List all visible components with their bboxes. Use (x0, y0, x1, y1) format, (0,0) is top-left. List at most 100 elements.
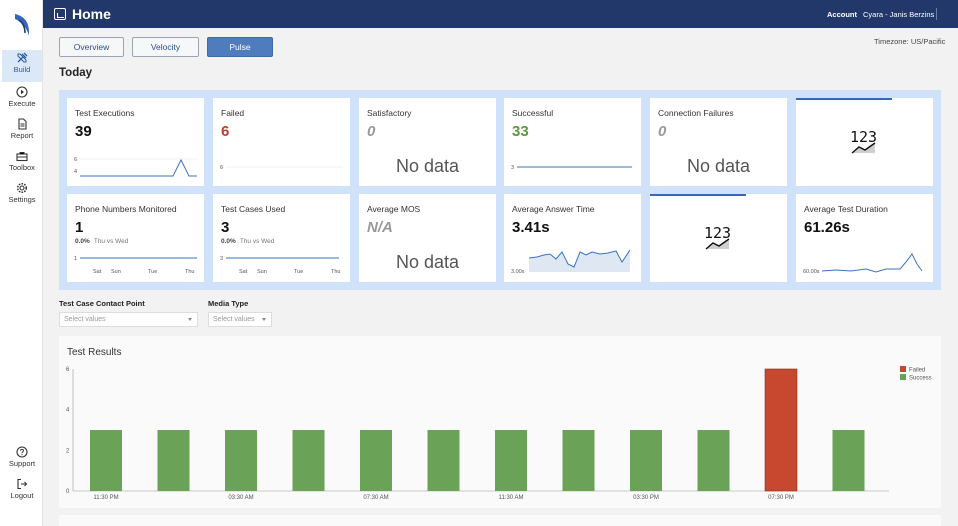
card-failed[interactable]: Failed 6 6 (213, 98, 350, 186)
tick-label: 6 (74, 157, 77, 163)
sidebar-item-execute[interactable]: Execute (2, 84, 42, 114)
x-tick-label: Tue (294, 269, 303, 275)
gear-icon (16, 182, 28, 194)
next-panel (59, 515, 941, 526)
x-tick-label: Thu (331, 269, 340, 275)
compare-label: Thu vs Wed (239, 238, 275, 245)
card-value: 0 (658, 123, 667, 140)
build-icon (17, 52, 28, 63)
card-test-executions[interactable]: Test Executions 39 6 4 (67, 98, 204, 186)
card-phone-numbers-monitored[interactable]: Phone Numbers Monitored 1 0.0% Thu vs Wed… (67, 194, 204, 282)
chevron-down-icon (188, 318, 192, 321)
tick-label: 4 (74, 169, 77, 175)
tick-label: 6 (220, 165, 223, 171)
sidebar-item-label: Toolbox (9, 163, 35, 172)
no-data-label: No data (395, 156, 460, 176)
no-data-label: No data (686, 156, 751, 176)
x-tick-label: Sat (239, 269, 248, 275)
x-tick-label: Sat (93, 269, 102, 275)
tick-label: 3.00s (511, 269, 525, 275)
test-results-panel: Test Results 0 2 4 6 11:30 PM 03:30 AM 07:30 A… (59, 336, 941, 508)
sidebar-item-build[interactable]: Build (2, 50, 42, 82)
svg-text:123: 123 (704, 224, 731, 242)
y-tick-label: 2 (66, 448, 70, 454)
x-tick-label: 07:30 PM (768, 495, 794, 501)
card-placeholder-metric[interactable]: 123 (796, 98, 933, 186)
sidebar-item-settings[interactable]: Settings (2, 180, 42, 210)
account-link[interactable]: Account (827, 10, 857, 19)
bar-success-5 (427, 430, 460, 491)
card-value: 39 (75, 123, 92, 140)
bar-success-8 (630, 430, 662, 491)
card-title: Connection Failures (658, 108, 734, 118)
legend-swatch (900, 366, 906, 372)
tick-label: 3 (220, 256, 223, 262)
sidebar-item-toolbox[interactable]: Toolbox (2, 148, 42, 178)
divider (936, 8, 937, 20)
tab-velocity[interactable]: Velocity (132, 37, 199, 57)
tick-label: 60.00s (803, 269, 820, 275)
no-data-label: No data (395, 252, 460, 272)
sidebar-item-label: Logout (10, 491, 34, 500)
card-placeholder-metric-2[interactable]: 123 (650, 194, 787, 282)
card-title: Average MOS (367, 204, 421, 214)
sidebar-item-logout[interactable]: Logout (2, 476, 42, 506)
sidebar-item-support[interactable]: Support (2, 444, 42, 474)
y-tick-label: 0 (66, 489, 70, 495)
toolbox-icon (16, 152, 28, 162)
user-name[interactable]: Cyara - Janis Berzins (863, 10, 935, 19)
card-title: Average Answer Time (512, 204, 595, 214)
chart-title: Test Results (67, 347, 122, 358)
card-test-cases-used[interactable]: Test Cases Used 3 0.0% Thu vs Wed 3 Sat S… (213, 194, 350, 282)
media-type-select[interactable]: Select values (208, 312, 272, 327)
contact-point-select[interactable]: Select values (59, 312, 198, 327)
x-tick-label: 03:30 PM (633, 495, 659, 501)
document-icon (18, 118, 27, 130)
sparkline: 6 4 (74, 157, 197, 177)
card-title: Successful (512, 108, 554, 118)
card-title: Failed (221, 108, 245, 118)
sparkline: 3 (511, 165, 632, 171)
bar-success-1 (157, 430, 190, 491)
x-tick-label: 11:30 AM (499, 495, 524, 501)
filter-label-media-type: Media Type (208, 299, 249, 308)
sidebar-item-report[interactable]: Report (2, 116, 42, 146)
card-average-mos[interactable]: Average MOS N/A No data (359, 194, 496, 282)
dashboard-icon (54, 8, 66, 20)
card-connection-failures[interactable]: Connection Failures 0 No data (650, 98, 787, 186)
card-satisfactory[interactable]: Satisfactory 0 No data (359, 98, 496, 186)
x-tick-label: Sun (257, 269, 267, 275)
bar-success-4 (360, 430, 392, 491)
legend-label: Success (909, 376, 932, 382)
card-value: 33 (512, 123, 529, 140)
comparison-text: 0.0% Thu vs Wed (221, 238, 274, 245)
tab-overview[interactable]: Overview (59, 37, 124, 57)
bar-success-9 (697, 430, 730, 491)
chevron-down-icon (262, 318, 266, 321)
x-tick-label: Sun (111, 269, 121, 275)
card-value: 3 (221, 219, 230, 236)
metric-number-icon: 123 (796, 98, 892, 154)
legend-label: Failed (909, 368, 925, 374)
sparkline: 3.00s (511, 249, 631, 275)
delta-value: 0.0% (221, 238, 236, 245)
sidebar: Build Execute Report Toolbox Settings (0, 0, 43, 526)
tab-pulse[interactable]: Pulse (207, 37, 273, 57)
card-title: Phone Numbers Monitored (75, 204, 177, 214)
card-title: Average Test Duration (804, 204, 888, 214)
cyara-logo-icon[interactable] (10, 10, 36, 40)
card-average-test-duration[interactable]: Average Test Duration 61.26s 60.00s (796, 194, 933, 282)
select-placeholder: Select values (213, 316, 255, 323)
bar-failed-10 (764, 368, 798, 492)
page-title: Home (72, 6, 111, 22)
x-tick-label: 11:30 PM (93, 495, 118, 501)
delta-value: 0.0% (75, 238, 90, 245)
card-title: Test Executions (75, 108, 135, 118)
card-average-answer-time[interactable]: Average Answer Time 3.41s 3.00s (504, 194, 641, 282)
bar-success-7 (562, 430, 595, 491)
x-tick-label: 07:30 AM (363, 495, 388, 501)
card-value: 0 (367, 123, 376, 140)
filter-label-contact-point: Test Case Contact Point (59, 299, 145, 308)
y-tick-label: 4 (66, 408, 70, 414)
card-successful[interactable]: Successful 33 3 (504, 98, 641, 186)
